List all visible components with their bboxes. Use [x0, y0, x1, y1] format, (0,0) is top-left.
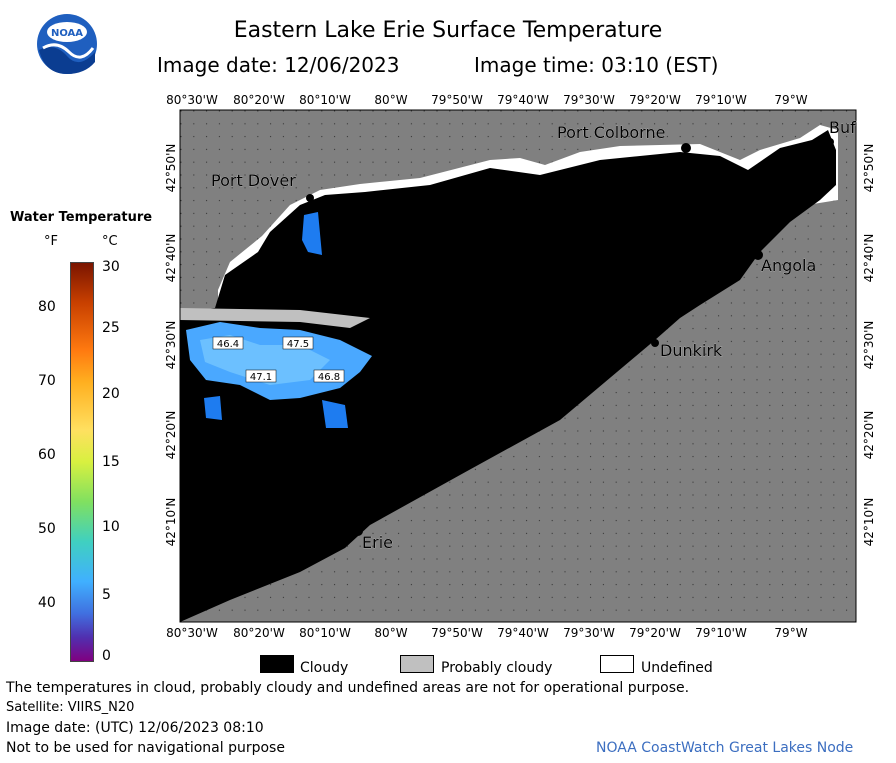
svg-text:79°40'W: 79°40'W — [497, 626, 549, 640]
f-tick: 50 — [38, 521, 56, 537]
svg-text:79°50'W: 79°50'W — [431, 626, 483, 640]
top-longitude-labels: 80°30'W 80°20'W 80°10'W 80°W 79°50'W 79°… — [166, 93, 808, 107]
c-tick: 15 — [102, 454, 120, 470]
f-tick: 70 — [38, 373, 56, 389]
c-tick: 30 — [102, 259, 120, 275]
svg-text:79°W: 79°W — [774, 626, 807, 640]
svg-text:79°20'W: 79°20'W — [629, 93, 681, 107]
svg-text:79°10'W: 79°10'W — [695, 626, 747, 640]
c-tick: 5 — [102, 587, 111, 603]
svg-text:79°40'W: 79°40'W — [497, 93, 549, 107]
port-dover-marker — [306, 194, 314, 202]
svg-text:79°10'W: 79°10'W — [695, 93, 747, 107]
legend-undefined-label: Undefined — [641, 660, 713, 676]
legend-cloudy-label: Cloudy — [300, 660, 349, 676]
svg-text:42°30'N: 42°30'N — [862, 321, 876, 370]
footer-satellite: Satellite: VIIRS_N20 — [6, 700, 135, 715]
c-tick: 10 — [102, 519, 120, 535]
colorbar-gradient — [70, 262, 94, 662]
legend-cloudy-swatch — [260, 655, 294, 673]
bottom-longitude-labels: 80°30'W 80°20'W 80°10'W 80°W 79°50'W 79°… — [166, 626, 808, 640]
colorbar-unit-f: °F — [44, 234, 58, 249]
erie-marker — [353, 526, 363, 536]
left-latitude-labels: 42°50'N 42°40'N 42°30'N 42°20'N 42°10'N — [164, 144, 178, 547]
lake-erie-map: 46.4 47.5 47.1 46.8 Port Colborne Port D… — [164, 93, 876, 640]
footer-note: The temperatures in cloud, probably clou… — [6, 680, 690, 696]
place-label-buffalo: Buf — [829, 118, 856, 137]
angola-marker — [753, 250, 763, 260]
right-latitude-labels: 42°50'N 42°40'N 42°30'N 42°20'N 42°10'N — [862, 144, 876, 547]
svg-text:79°50'W: 79°50'W — [431, 93, 483, 107]
f-tick: 60 — [38, 447, 56, 463]
colorbar-unit-c: °C — [102, 234, 118, 249]
dunkirk-marker — [651, 339, 659, 347]
svg-text:80°10'W: 80°10'W — [299, 93, 351, 107]
temp-label: 47.5 — [287, 339, 309, 350]
svg-text:42°10'N: 42°10'N — [164, 498, 178, 547]
svg-text:42°20'N: 42°20'N — [862, 411, 876, 460]
footer-nav-warning: Not to be used for navigational purpose — [6, 740, 285, 756]
svg-text:42°30'N: 42°30'N — [164, 321, 178, 370]
place-label-erie: Erie — [362, 533, 393, 552]
footer-utc-date: Image date: (UTC) 12/06/2023 08:10 — [6, 720, 264, 736]
svg-text:79°20'W: 79°20'W — [629, 626, 681, 640]
f-tick: 40 — [38, 595, 56, 611]
svg-text:80°W: 80°W — [374, 93, 407, 107]
svg-text:79°W: 79°W — [774, 93, 807, 107]
port-colborne-marker — [681, 143, 691, 153]
buffalo-marker — [826, 138, 834, 146]
svg-text:42°10'N: 42°10'N — [862, 498, 876, 547]
temp-label: 46.8 — [318, 372, 340, 383]
legend-probably-cloudy-swatch — [400, 655, 434, 673]
svg-text:80°30'W: 80°30'W — [166, 626, 218, 640]
temperature-labels: 46.4 47.5 47.1 46.8 — [212, 336, 345, 383]
svg-text:42°20'N: 42°20'N — [164, 411, 178, 460]
city-markers — [306, 138, 834, 536]
place-label-dunkirk: Dunkirk — [660, 341, 723, 360]
lake-cloud — [180, 130, 836, 622]
svg-text:80°30'W: 80°30'W — [166, 93, 218, 107]
c-tick: 0 — [102, 648, 111, 664]
temp-label: 47.1 — [250, 372, 272, 383]
image-time: Image time: 03:10 (EST) — [474, 53, 719, 77]
noaa-logo: NOAA — [37, 14, 97, 74]
svg-text:80°W: 80°W — [374, 626, 407, 640]
f-tick: 80 — [38, 299, 56, 315]
temp-label: 46.4 — [217, 339, 239, 350]
legend-probably-cloudy-label: Probably cloudy — [441, 660, 553, 676]
c-tick: 20 — [102, 386, 120, 402]
svg-text:80°20'W: 80°20'W — [233, 626, 285, 640]
footer-credit: NOAA CoastWatch Great Lakes Node — [596, 740, 854, 756]
svg-text:42°40'N: 42°40'N — [862, 234, 876, 283]
logo-text: NOAA — [51, 28, 83, 39]
c-tick: 25 — [102, 320, 120, 336]
place-label-port-dover: Port Dover — [211, 171, 296, 190]
svg-text:42°40'N: 42°40'N — [164, 234, 178, 283]
svg-text:80°10'W: 80°10'W — [299, 626, 351, 640]
page-title: Eastern Lake Erie Surface Temperature — [233, 18, 663, 43]
svg-text:80°20'W: 80°20'W — [233, 93, 285, 107]
svg-text:79°30'W: 79°30'W — [563, 626, 615, 640]
legend-undefined-swatch — [600, 655, 634, 673]
svg-text:42°50'N: 42°50'N — [164, 144, 178, 193]
place-label-angola: Angola — [761, 256, 816, 275]
svg-text:42°50'N: 42°50'N — [862, 144, 876, 193]
image-date: Image date: 12/06/2023 — [157, 53, 400, 77]
probably-cloudy-patch — [180, 308, 370, 328]
colorbar-title: Water Temperature — [10, 210, 153, 225]
svg-text:79°30'W: 79°30'W — [563, 93, 615, 107]
place-label-port-colborne: Port Colborne — [557, 123, 665, 142]
